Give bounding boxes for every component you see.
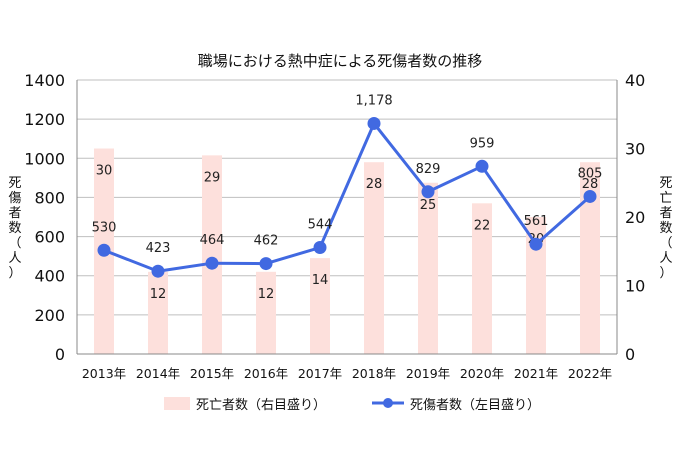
left-tick-label: 1200	[24, 110, 65, 129]
x-tick-label: 2018年	[352, 366, 396, 381]
line-data-label: 544	[308, 218, 333, 233]
left-tick-label: 400	[34, 267, 65, 286]
right-tick-label: 40	[625, 71, 645, 90]
legend-bar-swatch	[164, 397, 190, 410]
line-point	[205, 256, 219, 270]
line-data-label: 805	[578, 166, 603, 181]
legend-line-marker	[383, 398, 393, 408]
line-data-label: 1,178	[355, 93, 392, 108]
legend: 死亡者数（右目盛り） 死傷者数（左目盛り）	[164, 397, 540, 413]
right-tick-label: 30	[625, 140, 645, 159]
chart-title: 職場における熱中症による死傷者数の推移	[198, 52, 483, 70]
x-tick-label: 2021年	[514, 366, 558, 381]
bar-data-label: 29	[204, 170, 221, 185]
x-tick-label: 2013年	[82, 366, 126, 381]
right-tick-label: 0	[625, 345, 635, 364]
line-data-label: 829	[416, 162, 441, 177]
left-tick-label: 800	[34, 188, 65, 207]
line-point	[367, 116, 381, 130]
legend-bar-label: 死亡者数（右目盛り）	[196, 398, 326, 413]
line-series	[97, 116, 597, 278]
x-tick-label: 2022年	[568, 366, 612, 381]
bar-labels: 30122912142825222028	[96, 164, 599, 302]
left-tick-label: 200	[34, 306, 65, 325]
bar	[418, 182, 438, 354]
line-labels: 530 423 464 462 544 1,178 829 959 561 805	[92, 93, 603, 256]
line-data-label: 959	[470, 136, 495, 151]
bar-data-label: 14	[312, 273, 329, 288]
line-point	[421, 185, 435, 199]
x-tick-label: 2016年	[244, 366, 288, 381]
bar-data-label: 30	[96, 164, 113, 179]
bar	[148, 271, 168, 354]
line-data-label: 462	[254, 234, 279, 249]
bar-data-label: 28	[582, 177, 599, 192]
bar-series	[94, 148, 600, 354]
bar-data-label: 22	[474, 218, 491, 233]
bar-data-label: 25	[420, 198, 437, 213]
x-tick-label: 2019年	[406, 366, 450, 381]
line-point	[529, 237, 543, 251]
bar	[580, 162, 600, 354]
left-tick-label: 1000	[24, 149, 65, 168]
bar	[202, 155, 222, 354]
bar	[256, 271, 276, 354]
legend-line-label: 死傷者数（左目盛り）	[410, 398, 540, 413]
right-axis-ticks: 0 10 20 30 40	[625, 71, 645, 364]
bar	[364, 162, 384, 354]
line-point	[259, 257, 273, 271]
line-point	[151, 264, 165, 278]
bar	[526, 217, 546, 354]
left-axis-label: 死傷者数（人）	[8, 176, 21, 281]
right-tick-label: 20	[625, 208, 645, 227]
line-data-label: 423	[146, 241, 171, 256]
left-tick-label: 0	[55, 345, 65, 364]
left-tick-label: 1400	[24, 71, 65, 90]
line-data-label: 561	[524, 214, 549, 229]
x-tick-label: 2015年	[190, 366, 234, 381]
line-data-label: 530	[92, 220, 117, 235]
right-tick-label: 10	[625, 277, 645, 296]
right-axis-title: 死亡者数（人）	[659, 176, 672, 281]
left-tick-label: 600	[34, 228, 65, 247]
x-tick-label: 2017年	[298, 366, 342, 381]
line-point	[475, 159, 489, 173]
line-path	[103, 121, 591, 273]
x-tick-label: 2014年	[136, 366, 180, 381]
line-point	[583, 189, 597, 203]
x-axis-ticks: 2013年 2014年 2015年 2016年 2017年 2018年 2019年 2020年…	[82, 366, 612, 381]
bar	[310, 258, 330, 354]
left-axis-title: 死傷者数（人）	[8, 176, 21, 281]
bar-data-label: 12	[258, 287, 275, 302]
bar-data-label: 12	[150, 287, 167, 302]
line-point	[313, 241, 327, 255]
right-axis-label: 死亡者数（人）	[659, 176, 672, 281]
bar	[472, 203, 492, 354]
x-tick-label: 2020年	[460, 366, 504, 381]
left-axis-ticks: 0 200 400 600 800 1000 1200 1400	[24, 71, 65, 364]
line-point	[97, 243, 111, 257]
bar-data-label: 28	[366, 177, 383, 192]
axes	[76, 80, 618, 355]
line-data-label: 464	[200, 233, 225, 248]
